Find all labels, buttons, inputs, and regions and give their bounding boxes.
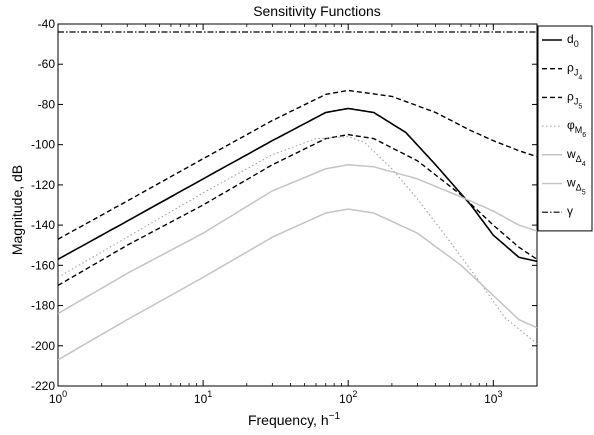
legend-label-gamma: γ [567,204,573,218]
y-tick-label: -140 [31,218,55,232]
y-tick-label: -80 [38,97,56,111]
legend-label-rhoJ5: ρJ5 [567,89,582,110]
y-tick-label: -60 [38,57,56,71]
y-tick-label: -220 [31,379,55,393]
series-line-d0 [57,107,538,263]
x-tick-label: 102 [339,389,357,406]
legend-label-wDelta5: wΔ5 [566,176,586,197]
x-axis-label: Frequency, h−1 [248,411,341,428]
legend-label-rhoJ4: ρJ4 [567,61,582,82]
legend-label-wDelta4: wΔ4 [566,147,586,168]
chart-title: Sensitivity Functions [253,3,381,19]
series-line-wDelta4 [57,164,538,315]
y-tick-label: -200 [31,339,55,353]
x-tick-label: 100 [49,389,67,406]
series-line-rhoJ4 [57,89,538,240]
y-tick-label: -40 [38,17,56,31]
series-line-phiM6 [57,136,538,345]
y-tick-label: -100 [31,138,55,152]
y-axis-label: Magnitude, dB [9,165,25,255]
plot-area: -40 -60 -80 -100 -120 -140 -160 -180 -200 -220100… [31,17,538,406]
x-tick-label: 101 [194,389,212,406]
y-tick-label: -160 [31,258,55,272]
legend-box [537,25,593,232]
legend: d0 ρJ4 ρJ5 φM6 wΔ4 wΔ5 γ [537,25,593,232]
y-tick-label: -120 [31,178,55,192]
y-tick-label: -180 [31,299,55,313]
series-line-wDelta5 [57,208,538,361]
series-line-rhoJ5 [57,133,538,287]
legend-label-d0: d0 [567,32,579,49]
x-tick-label: 103 [484,389,502,406]
plot-frame [57,23,538,387]
legend-label-phiM6: φM6 [567,118,586,139]
